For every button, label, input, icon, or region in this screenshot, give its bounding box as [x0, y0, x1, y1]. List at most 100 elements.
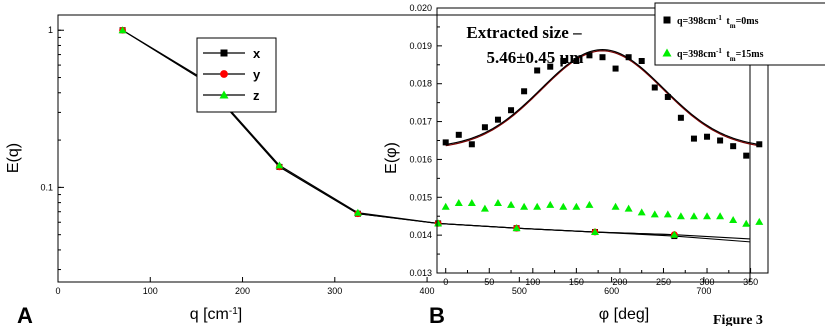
data-point-z — [275, 161, 284, 169]
x-tick-label-b: 150 — [569, 277, 584, 287]
y-tick-label-a: 1 — [48, 25, 53, 35]
data-point-series-2 — [663, 210, 672, 218]
figure-caption: Figure 3 — [713, 313, 763, 326]
data-point-series-1 — [442, 139, 449, 146]
x-axis-title-a: q [cm-1] — [190, 306, 242, 324]
data-point-series-1 — [625, 54, 632, 61]
legend-marker-2 — [662, 48, 672, 57]
legend-box-b — [654, 2, 825, 66]
data-point-series-1 — [547, 63, 554, 70]
x-tick-label-b: 100 — [525, 277, 540, 287]
data-point-series-1 — [651, 84, 658, 91]
y-tick-label-b: 0.016 — [409, 154, 432, 164]
data-point-series-2 — [467, 198, 476, 206]
legend-marker-y — [220, 70, 228, 78]
data-point-series-2 — [716, 212, 725, 220]
data-point-series-1 — [743, 152, 750, 159]
data-point-z — [434, 219, 443, 227]
data-point-series-2 — [624, 204, 633, 212]
plot-frame-a — [57, 14, 751, 283]
legend-marker-x — [220, 49, 228, 57]
legend-label-2: q=398cm-1 tm=15ms — [677, 47, 764, 63]
x-tick-label-a: 700 — [696, 286, 711, 296]
x-tick-label-b: 50 — [484, 277, 494, 287]
x-axis-title-b: φ [deg] — [599, 306, 649, 323]
data-point-series-2 — [507, 200, 516, 208]
data-point-series-2 — [729, 216, 738, 223]
series-line-extension — [674, 235, 751, 243]
y-tick-label-b: 0.019 — [409, 41, 432, 51]
chart-panel-b: 0 50 100 150 200 250 300 350 0.013 0.014 0.015 0.01… — [383, 2, 825, 326]
data-point-series-2 — [520, 202, 529, 210]
data-point-series-1 — [612, 65, 619, 72]
x-tick-label-a: 400 — [420, 286, 435, 296]
legend-label-y: y — [253, 67, 261, 82]
x-tick-label-a: 200 — [235, 286, 250, 296]
data-point-z — [118, 26, 127, 34]
data-point-series-1 — [638, 58, 645, 64]
x-tick-label-a: 300 — [327, 286, 342, 296]
data-point-series-2 — [546, 200, 555, 208]
x-tick-label-b: 300 — [700, 277, 715, 287]
panel-letter-a: A — [17, 303, 33, 326]
data-point-series-1 — [756, 141, 763, 148]
data-point-series-2 — [611, 202, 620, 210]
data-point-z — [590, 228, 599, 236]
data-point-series-2 — [689, 212, 698, 220]
data-point-series-1 — [586, 52, 593, 59]
legend-a: xyz — [196, 37, 277, 113]
legend-label-z: z — [253, 88, 260, 103]
data-point-z — [353, 208, 362, 216]
y-tick-label-b: 0.015 — [409, 192, 432, 202]
data-point-series-1 — [717, 137, 724, 144]
x-tick-label-a: 0 — [55, 286, 60, 296]
data-point-z — [512, 224, 521, 232]
y-tick-label-a: 0.1 — [40, 182, 53, 192]
x-tick-label-b: 0 — [443, 277, 448, 287]
data-point-series-2 — [676, 212, 685, 220]
y-tick-label-b: 0.013 — [409, 268, 432, 278]
data-point-series-1 — [521, 88, 528, 95]
data-point-series-2 — [572, 202, 581, 210]
data-point-series-1 — [730, 143, 737, 150]
x-tick-label-a: 600 — [604, 286, 619, 296]
data-point-series-2 — [441, 202, 450, 210]
x-tick-label-b: 350 — [743, 277, 758, 287]
x-tick-label-a: 500 — [512, 286, 527, 296]
data-point-series-1 — [508, 107, 515, 114]
y-axis-title-a: E(q) — [5, 143, 22, 173]
data-point-series-1 — [599, 54, 606, 61]
data-point-series-1 — [481, 124, 488, 131]
data-point-series-2 — [755, 217, 764, 225]
data-point-series-2 — [480, 204, 489, 212]
x-tick-label-b: 200 — [612, 277, 627, 287]
data-point-z — [670, 230, 679, 238]
legend-b: q=398cm-1 tm=0ms q=398cm-1 tm=15ms — [654, 2, 825, 66]
data-point-series-1 — [494, 116, 501, 123]
data-point-series-2 — [742, 219, 751, 227]
annotation-line-1: Extracted size – — [466, 23, 582, 42]
y-tick-label-b: 0.017 — [409, 117, 432, 127]
data-point-series-1 — [560, 58, 567, 64]
data-point-series-2 — [533, 202, 542, 210]
data-point-series-1 — [677, 114, 684, 121]
series-line-extension — [674, 234, 751, 240]
fit-curve — [445, 49, 760, 146]
plot-area-b — [441, 49, 764, 227]
annotation-line-2: 5.46±0.45 µm — [486, 48, 583, 67]
data-point-series-1 — [704, 133, 711, 140]
y-tick-label-b: 0.014 — [409, 230, 432, 240]
legend-marker-z — [219, 90, 229, 99]
axes-b: 0 50 100 150 200 250 300 350 0.013 0.014 0.015 0.01… — [409, 3, 769, 287]
y-tick-label-b: 0.020 — [409, 3, 432, 13]
legend-box-a — [196, 37, 277, 113]
data-point-series-1 — [468, 141, 475, 148]
data-point-series-2 — [454, 198, 463, 206]
data-point-series-2 — [585, 200, 594, 208]
fit-curve-shadow — [445, 50, 760, 147]
data-point-series-1 — [664, 93, 671, 100]
data-point-series-2 — [703, 212, 712, 220]
